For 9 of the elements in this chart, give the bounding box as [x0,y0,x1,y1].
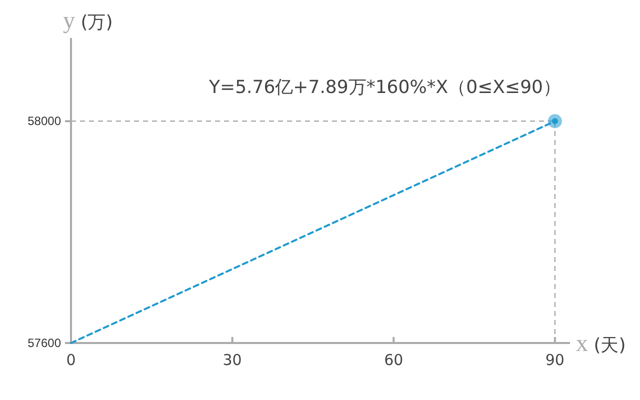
x-tick-label: 30 [222,351,242,369]
x-tick-label: 90 [545,351,564,369]
x-tick-label: 0 [66,351,76,369]
x-axis-title: x (天) [576,331,626,357]
y-tick-label: 58000 [28,114,62,128]
y-tick-label: 57600 [28,336,62,350]
annotation: Y=5.76亿+7.89万*160%*X（0≤X≤90） [208,77,561,98]
y-axis-title: y (万) [63,8,113,34]
x-tick-label: 60 [384,351,404,369]
